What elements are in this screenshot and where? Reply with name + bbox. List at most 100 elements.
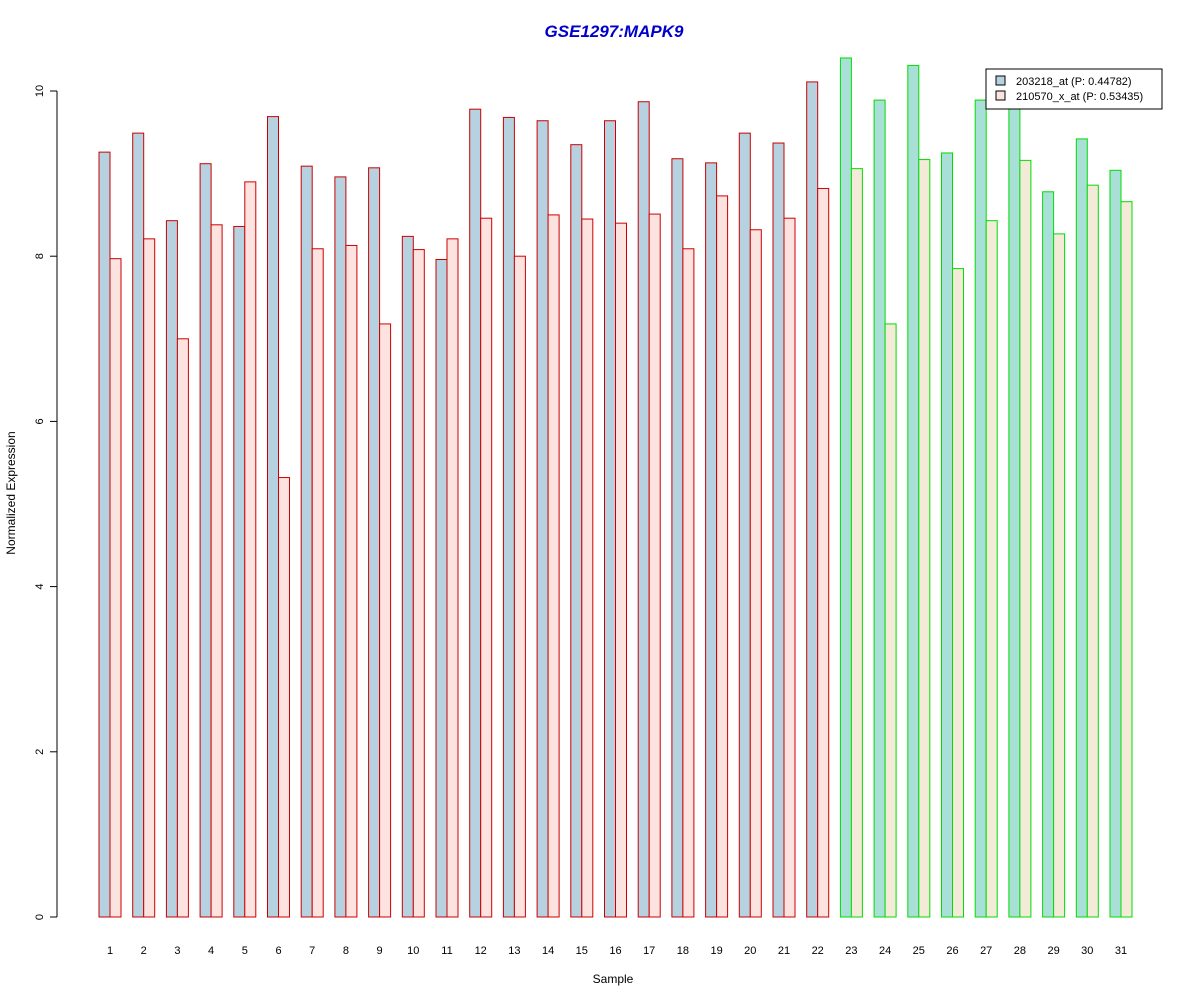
x-tick-label: 31: [1115, 945, 1127, 957]
x-tick-label: 1: [107, 945, 113, 957]
bar-sample-13-series-1: [502, 116, 515, 918]
bar-sample-14-series-1: [536, 120, 549, 918]
bar-sample-8-series-1: [334, 176, 347, 918]
x-tick-label: 10: [407, 945, 419, 957]
bar-sample-9-series-2: [379, 323, 392, 918]
x-tick-label: 23: [845, 945, 857, 957]
x-tick-label: 24: [879, 945, 891, 957]
bar-sample-5-series-2: [244, 181, 257, 918]
bar-sample-14-series-2: [547, 214, 560, 918]
x-tick-label: 15: [576, 945, 588, 957]
bar-sample-7-series-1: [300, 165, 313, 918]
bar-sample-24-series-2: [884, 323, 897, 918]
legend-label-series-1: 203218_at (P: 0.44782): [1016, 76, 1132, 88]
bar-sample-17-series-1: [637, 101, 650, 918]
bar-sample-6-series-1: [267, 116, 279, 918]
x-tick-label: 5: [242, 945, 248, 957]
bar-sample-13-series-2: [513, 255, 526, 918]
bar-sample-23-series-2: [850, 168, 863, 918]
x-axis-label: Sample: [593, 972, 634, 986]
x-tick-label: 7: [309, 945, 315, 957]
bar-sample-28-series-2: [1019, 159, 1032, 918]
bar-sample-22-series-2: [817, 187, 830, 918]
y-tick-label: 8: [34, 253, 46, 259]
bar-sample-31-series-2: [1120, 201, 1133, 918]
x-tick-label: 18: [677, 945, 689, 957]
bar-sample-26-series-1: [941, 152, 953, 918]
bar-sample-10-series-2: [412, 249, 425, 918]
bar-sample-21-series-2: [783, 217, 796, 918]
bar-sample-2-series-2: [143, 238, 156, 918]
x-tick-label: 19: [710, 945, 722, 957]
bar-sample-20-series-1: [738, 132, 751, 918]
bar-sample-11-series-2: [446, 238, 459, 918]
x-tick-label: 26: [946, 945, 958, 957]
bar-sample-9-series-1: [368, 167, 381, 918]
bar-sample-16-series-1: [604, 120, 616, 918]
bar-sample-21-series-1: [772, 142, 785, 918]
x-tick-label: 16: [609, 945, 621, 957]
x-tick-label: 17: [643, 945, 655, 957]
bar-sample-10-series-1: [401, 235, 414, 918]
x-tick-label: 22: [812, 945, 824, 957]
bar-sample-8-series-2: [345, 244, 358, 918]
y-tick-label: 6: [34, 418, 46, 424]
legend: 203218_at (P: 0.44782) 210570_x_at (P: 0…: [985, 68, 1163, 110]
legend-label-series-2: 210570_x_at (P: 0.53435): [1016, 91, 1143, 103]
bar-sample-5-series-1: [233, 225, 246, 918]
bar-sample-15-series-2: [581, 218, 594, 918]
y-tick-label: 10: [34, 85, 46, 97]
bar-sample-23-series-1: [839, 57, 852, 918]
x-tick-labels: 1 2 3 4 5 6 7 8 9 10 11 12 13 14 15 16 17 18 19 20 21 22 23 24 2…: [107, 945, 1127, 957]
x-tick-label: 27: [980, 945, 992, 957]
bar-sample-20-series-2: [749, 229, 762, 918]
bar-sample-4-series-1: [199, 163, 212, 918]
x-tick-label: 21: [778, 945, 790, 957]
bar-sample-1-series-1: [98, 151, 111, 918]
bar-sample-30-series-2: [1086, 184, 1099, 918]
bar-sample-1-series-2: [109, 258, 122, 918]
x-tick-label: 6: [275, 945, 281, 957]
bar-sample-30-series-1: [1075, 138, 1088, 918]
x-tick-label: 12: [475, 945, 487, 957]
x-tick-label: 14: [542, 945, 554, 957]
bar-sample-27-series-2: [985, 220, 998, 918]
x-tick-label: 25: [913, 945, 925, 957]
bar-sample-6-series-2: [278, 477, 290, 918]
bar-sample-25-series-2: [918, 159, 931, 918]
bar-sample-11-series-1: [435, 259, 448, 918]
bar-sample-12-series-2: [480, 217, 493, 918]
bar-sample-19-series-2: [716, 195, 729, 918]
x-tick-label: 30: [1081, 945, 1093, 957]
bar-sample-27-series-1: [974, 99, 987, 918]
x-tick-label: 13: [508, 945, 520, 957]
x-tick-label: 20: [744, 945, 756, 957]
bar-sample-25-series-1: [907, 64, 920, 918]
bar-sample-4-series-2: [210, 224, 223, 918]
bar-sample-28-series-1: [1008, 107, 1021, 918]
bar-sample-24-series-1: [873, 99, 886, 918]
legend-box: [985, 68, 1163, 110]
bar-sample-12-series-1: [469, 108, 482, 918]
x-tick-label: 9: [377, 945, 383, 957]
y-axis: 0 2 4 6 8 10: [34, 85, 58, 920]
bar-sample-16-series-2: [615, 222, 627, 918]
bar-sample-18-series-1: [671, 158, 684, 918]
bar-sample-7-series-2: [311, 248, 324, 918]
bar-sample-19-series-1: [705, 162, 718, 918]
legend-swatch-series-2: [995, 90, 1006, 101]
x-tick-label: 28: [1014, 945, 1026, 957]
bar-sample-3-series-1: [165, 220, 178, 918]
bar-sample-17-series-2: [648, 213, 661, 918]
x-tick-label: 4: [208, 945, 214, 957]
bar-sample-29-series-2: [1053, 233, 1066, 918]
bar-sample-31-series-1: [1109, 169, 1122, 918]
y-tick-label: 4: [34, 584, 46, 590]
x-tick-label: 11: [441, 945, 452, 957]
legend-swatch-series-1: [995, 75, 1006, 86]
bar-sample-29-series-1: [1042, 191, 1055, 918]
bar-sample-22-series-1: [806, 81, 819, 918]
bars-group: [98, 57, 1133, 918]
